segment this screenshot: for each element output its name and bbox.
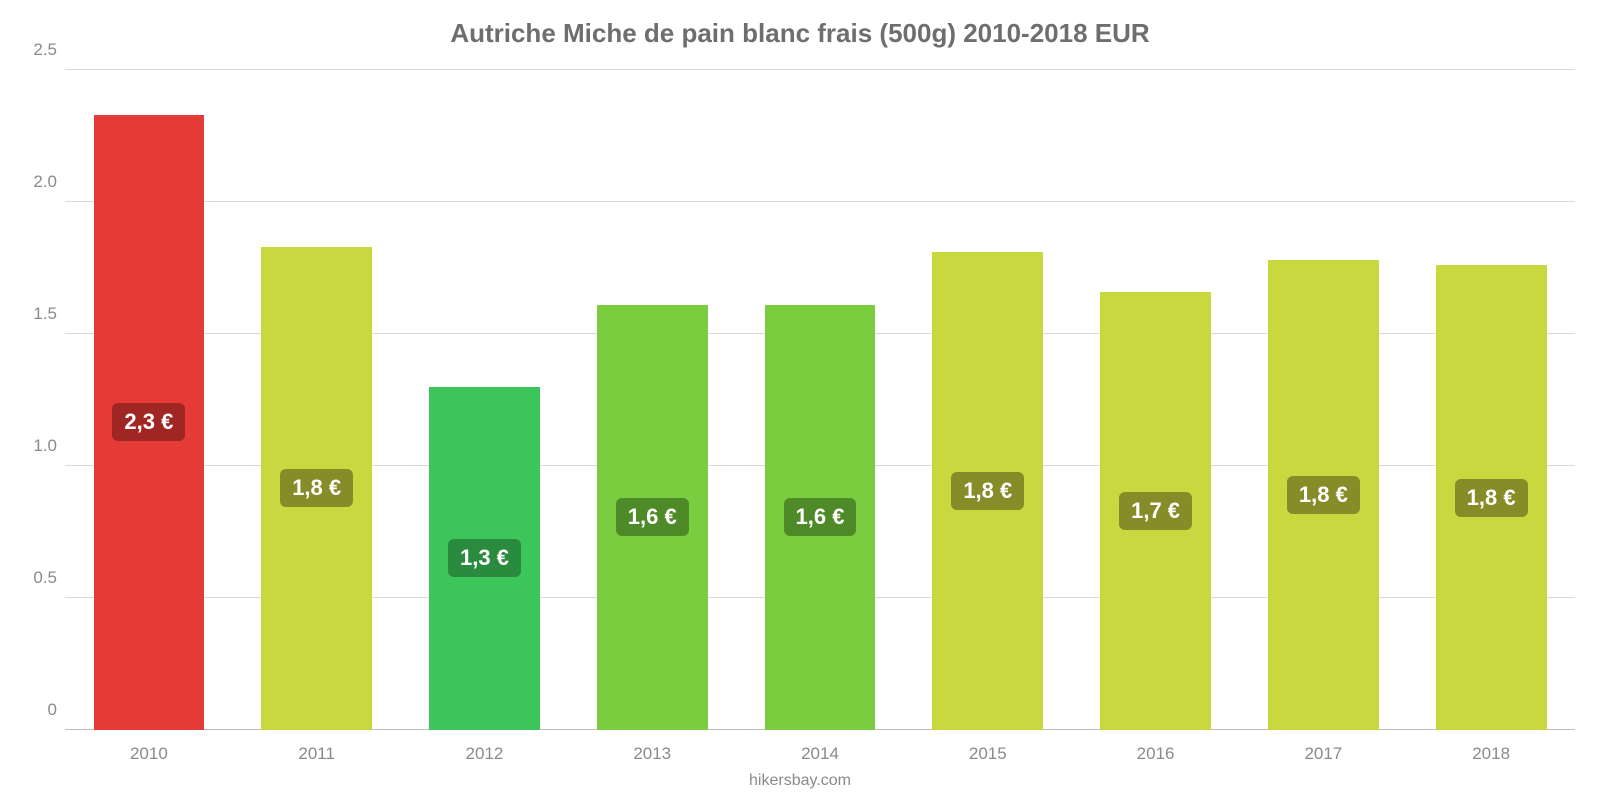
x-axis-tick: 2016 [1137, 744, 1175, 764]
chart-container: Autriche Miche de pain blanc frais (500g… [0, 0, 1600, 800]
bar: 1,3 € [429, 387, 540, 730]
bar: 1,7 € [1100, 292, 1211, 730]
bar: 1,8 € [1268, 260, 1379, 730]
bar: 1,8 € [1436, 265, 1547, 730]
bar-slot: 1,8 €2017 [1239, 70, 1407, 730]
y-axis-tick: 1.5 [15, 304, 57, 324]
plot-area: 00.51.01.52.02.5 2,3 €20101,8 €20111,3 €… [65, 70, 1575, 730]
x-axis-tick: 2010 [130, 744, 168, 764]
bar-value-label: 1,3 € [448, 539, 521, 577]
y-axis-tick: 0 [15, 700, 57, 720]
y-axis-tick: 2.5 [15, 40, 57, 60]
chart-title: Autriche Miche de pain blanc frais (500g… [0, 18, 1600, 49]
bar: 1,6 € [597, 305, 708, 730]
bar-value-label: 1,8 € [1455, 479, 1528, 517]
bar-slot: 1,7 €2016 [1072, 70, 1240, 730]
bar-value-label: 1,8 € [280, 469, 353, 507]
bars-row: 2,3 €20101,8 €20111,3 €20121,6 €20131,6 … [65, 70, 1575, 730]
bar-slot: 1,6 €2014 [736, 70, 904, 730]
bar-slot: 1,6 €2013 [568, 70, 736, 730]
bar: 2,3 € [94, 115, 205, 730]
y-axis-tick: 0.5 [15, 568, 57, 588]
bar: 1,8 € [932, 252, 1043, 730]
bar-value-label: 1,6 € [616, 498, 689, 536]
x-axis-tick: 2018 [1472, 744, 1510, 764]
x-axis-tick: 2012 [466, 744, 504, 764]
x-axis-tick: 2015 [969, 744, 1007, 764]
bar: 1,6 € [765, 305, 876, 730]
bar-slot: 2,3 €2010 [65, 70, 233, 730]
x-axis-tick: 2011 [298, 744, 335, 764]
bar-value-label: 1,7 € [1119, 492, 1192, 530]
bar-slot: 1,8 €2011 [233, 70, 401, 730]
x-axis-tick: 2014 [801, 744, 839, 764]
bar: 1,8 € [261, 247, 372, 730]
bar-value-label: 1,6 € [784, 498, 857, 536]
y-axis-tick: 1.0 [15, 436, 57, 456]
bar-slot: 1,8 €2018 [1407, 70, 1575, 730]
x-axis-tick: 2013 [633, 744, 671, 764]
chart-credit: hikersbay.com [0, 772, 1600, 790]
bar-value-label: 1,8 € [1287, 476, 1360, 514]
bar-value-label: 2,3 € [112, 403, 185, 441]
y-axis-tick: 2.0 [15, 172, 57, 192]
x-axis-tick: 2017 [1304, 744, 1342, 764]
bar-slot: 1,8 €2015 [904, 70, 1072, 730]
bar-slot: 1,3 €2012 [401, 70, 569, 730]
bar-value-label: 1,8 € [951, 472, 1024, 510]
